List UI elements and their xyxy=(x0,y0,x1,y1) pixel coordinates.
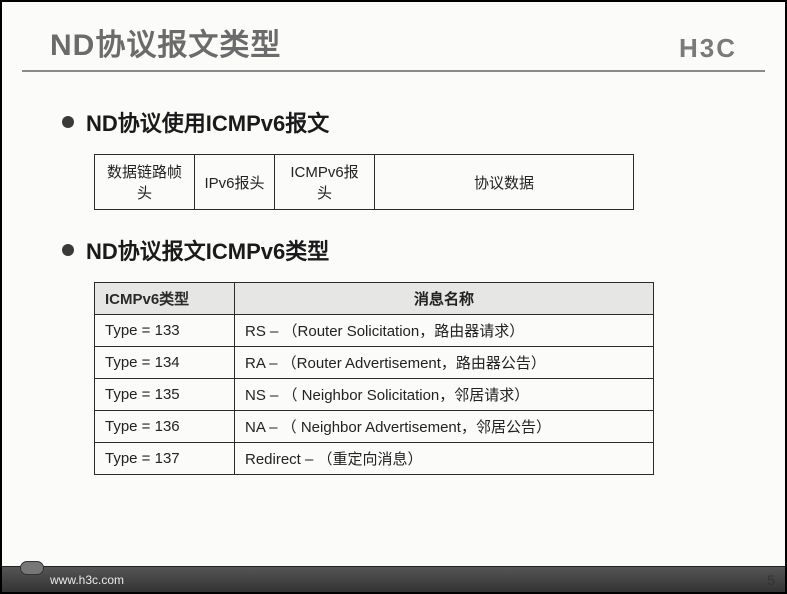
bullet-2-text: ND协议报文ICMPv6类型 xyxy=(86,234,329,266)
table-header-type: ICMPv6类型 xyxy=(95,283,235,315)
packet-cell-data: 协议数据 xyxy=(375,155,633,209)
brand-logo: H3C xyxy=(679,33,737,64)
packet-cell-icmpv6: ICMPv6报头 xyxy=(275,155,375,209)
packet-layout-diagram: 数据链路帧头 IPv6报头 ICMPv6报头 协议数据 xyxy=(94,154,634,210)
table-row: Type = 137 Redirect – （重定向消息） xyxy=(95,443,654,475)
footer-pill-icon xyxy=(20,561,44,575)
bullet-dot-icon xyxy=(62,116,74,128)
table-row: Type = 135 NS – （ Neighbor Solicitation，… xyxy=(95,379,654,411)
bullet-2: ND协议报文ICMPv6类型 xyxy=(62,234,725,266)
cell-type: Type = 133 xyxy=(95,315,235,347)
packet-cell-datalink: 数据链路帧头 xyxy=(95,155,195,209)
page-number: 5 xyxy=(767,572,775,588)
table-header-row: ICMPv6类型 消息名称 xyxy=(95,283,654,315)
slide-header: ND协议报文类型 H3C xyxy=(22,20,765,72)
cell-type: Type = 137 xyxy=(95,443,235,475)
cell-name: NA – （ Neighbor Advertisement，邻居公告） xyxy=(235,411,654,443)
cell-type: Type = 135 xyxy=(95,379,235,411)
bullet-dot-icon xyxy=(62,244,74,256)
slide-content: ND协议使用ICMPv6报文 数据链路帧头 IPv6报头 ICMPv6报头 协议… xyxy=(2,72,785,475)
packet-cell-ipv6: IPv6报头 xyxy=(195,155,275,209)
cell-type: Type = 134 xyxy=(95,347,235,379)
table-row: Type = 134 RA – （Router Advertisement，路由… xyxy=(95,347,654,379)
cell-name: NS – （ Neighbor Solicitation，邻居请求） xyxy=(235,379,654,411)
cell-name: RA – （Router Advertisement，路由器公告） xyxy=(235,347,654,379)
bullet-1: ND协议使用ICMPv6报文 xyxy=(62,106,725,138)
icmpv6-type-table: ICMPv6类型 消息名称 Type = 133 RS – （Router So… xyxy=(94,282,654,475)
slide-container: ND协议报文类型 H3C ND协议使用ICMPv6报文 数据链路帧头 IPv6报… xyxy=(2,2,785,592)
table-row: Type = 136 NA – （ Neighbor Advertisement… xyxy=(95,411,654,443)
cell-type: Type = 136 xyxy=(95,411,235,443)
cell-name: RS – （Router Solicitation，路由器请求） xyxy=(235,315,654,347)
cell-name: Redirect – （重定向消息） xyxy=(235,443,654,475)
table-header-name: 消息名称 xyxy=(235,283,654,315)
slide-title: ND协议报文类型 xyxy=(50,20,281,64)
table-row: Type = 133 RS – （Router Solicitation，路由器… xyxy=(95,315,654,347)
slide-footer: www.h3c.com xyxy=(2,566,785,592)
bullet-1-text: ND协议使用ICMPv6报文 xyxy=(86,106,329,138)
footer-url: www.h3c.com xyxy=(50,573,124,587)
